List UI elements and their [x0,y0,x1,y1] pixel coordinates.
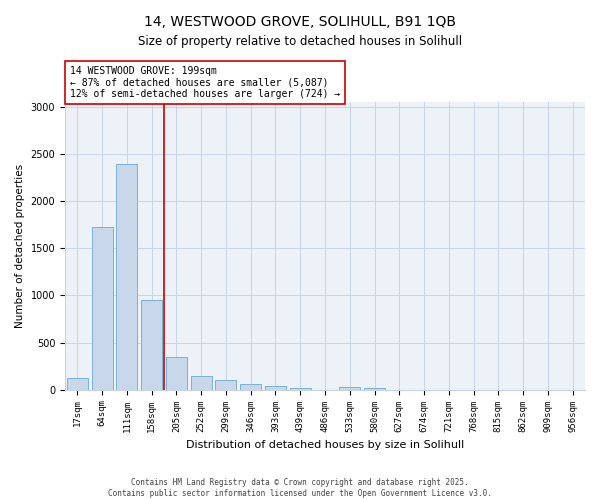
Bar [265,386,286,390]
Bar [215,380,236,390]
Bar [364,388,385,390]
Bar [92,228,113,390]
Text: 14 WESTWOOD GROVE: 199sqm
← 87% of detached houses are smaller (5,087)
12% of se: 14 WESTWOOD GROVE: 199sqm ← 87% of detac… [70,66,340,99]
Bar [290,388,311,390]
Text: Size of property relative to detached houses in Solihull: Size of property relative to detached ho… [138,35,462,48]
Bar [166,356,187,390]
X-axis label: Distribution of detached houses by size in Solihull: Distribution of detached houses by size … [186,440,464,450]
Y-axis label: Number of detached properties: Number of detached properties [15,164,25,328]
Bar [339,388,360,390]
Text: 14, WESTWOOD GROVE, SOLIHULL, B91 1QB: 14, WESTWOOD GROVE, SOLIHULL, B91 1QB [144,15,456,29]
Bar [240,384,261,390]
Bar [191,376,212,390]
Bar [67,378,88,390]
Bar [141,300,162,390]
Text: Contains HM Land Registry data © Crown copyright and database right 2025.
Contai: Contains HM Land Registry data © Crown c… [108,478,492,498]
Bar [116,164,137,390]
